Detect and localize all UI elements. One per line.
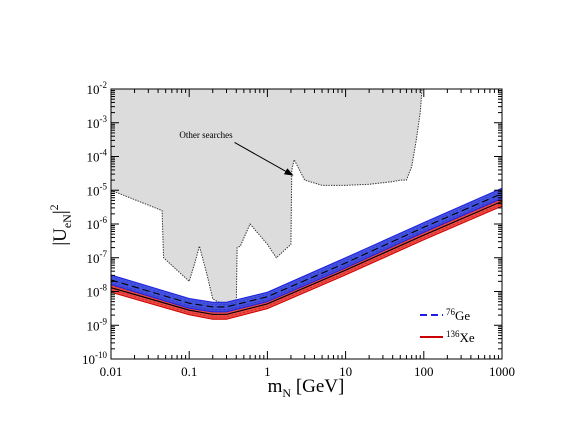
legend-label-ge: 76Ge: [446, 307, 470, 323]
band-inner-line-ge: [111, 195, 502, 310]
y-tick-label: 10-3: [87, 114, 108, 131]
x-tick-label: 10: [339, 364, 352, 379]
x-tick-label: 100: [414, 364, 434, 379]
y-tick-label: 10-4: [87, 148, 108, 165]
band-inner-line-ge: [111, 193, 502, 308]
other-searches-boundary: [111, 89, 423, 306]
y-tick-label: 10-2: [87, 80, 108, 97]
band-inner-line-xe: [111, 203, 502, 318]
other-searches-region: [111, 89, 502, 305]
x-tick-label: 1: [264, 364, 271, 379]
annotation-arrow: [234, 142, 294, 176]
x-tick-label: 0.01: [100, 364, 123, 379]
x-axis-title: mN [GeV]: [268, 376, 345, 400]
y-axis-title: |UeN|2: [47, 204, 74, 245]
annotation-text: Other searches: [179, 130, 233, 140]
band-lower-edge-ge: [111, 198, 502, 313]
series-curve-xe: [111, 200, 502, 315]
x-tick-label: 0.1: [181, 364, 197, 379]
x-tick-label: 1000: [489, 364, 515, 379]
y-tick-label: 10-9: [87, 316, 108, 333]
y-tick-label: 10-5: [87, 181, 108, 198]
y-tick-label: 10-7: [87, 249, 108, 266]
y-tick-label: 10-6: [87, 215, 108, 232]
band-lower-edge-xe: [111, 205, 502, 320]
legend-label-xe: 136Xe: [446, 329, 475, 345]
band-upper-edge-ge: [111, 187, 502, 303]
y-tick-label: 10-8: [87, 283, 108, 300]
y-tick-label: 10-10: [82, 350, 107, 367]
band-inner-line-ge: [111, 190, 502, 305]
